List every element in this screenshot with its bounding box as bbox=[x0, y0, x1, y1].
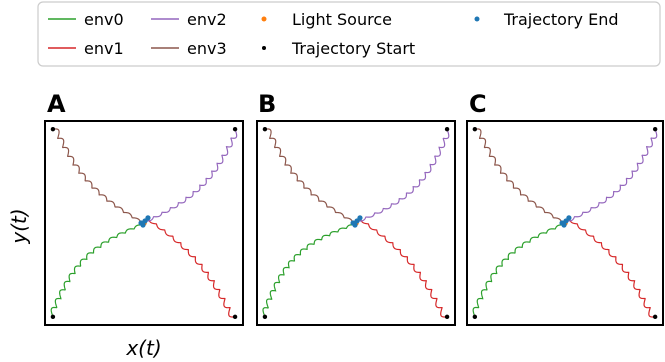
trajectory-env0-panel-b bbox=[262, 224, 356, 318]
legend-box bbox=[37, 1, 661, 67]
trajectory-env2-panel-b bbox=[356, 128, 450, 222]
legend-label-env3: env3 bbox=[187, 39, 227, 58]
panel-b-frame bbox=[256, 120, 456, 326]
trajectory-env2-panel-a bbox=[144, 128, 238, 222]
trajectory-env1-panel-c bbox=[568, 217, 656, 318]
trajectory-start-env0-panel-c bbox=[472, 314, 478, 320]
legend-swatch-light-source bbox=[261, 16, 267, 22]
trajectory-env1-panel-a bbox=[147, 217, 236, 318]
trajectory-env3-panel-c bbox=[474, 128, 563, 224]
legend: env0 env1 env2 env3 Light Source Traject… bbox=[37, 1, 661, 67]
legend-swatch-trajectory-start bbox=[262, 46, 266, 50]
panel-a-frame bbox=[44, 120, 244, 326]
trajectory-end-env3-panel-b bbox=[350, 220, 356, 226]
trajectory-start-env1-panel-b bbox=[444, 314, 450, 320]
legend-label-trajectory-end: Trajectory End bbox=[503, 10, 619, 29]
panel-a-trajectories bbox=[50, 126, 238, 320]
trajectory-start-env2-panel-c bbox=[652, 126, 658, 132]
legend-label-env2: env2 bbox=[187, 10, 227, 29]
trajectory-start-env2-panel-a bbox=[232, 126, 238, 132]
legend-label-env0: env0 bbox=[84, 10, 124, 29]
trajectory-end-env2-panel-c bbox=[563, 218, 569, 224]
trajectory-start-env2-panel-b bbox=[444, 126, 450, 132]
trajectory-start-env3-panel-c bbox=[472, 126, 478, 132]
legend-label-light-source: Light Source bbox=[292, 10, 392, 29]
panel-a: A bbox=[44, 90, 244, 326]
trajectory-env3-panel-a bbox=[52, 128, 142, 224]
panel-label-c: C bbox=[469, 90, 487, 118]
trajectory-start-env3-panel-a bbox=[50, 126, 56, 132]
panel-b: B bbox=[256, 90, 456, 326]
trajectory-end-env3-panel-a bbox=[138, 220, 144, 226]
legend-label-env1: env1 bbox=[84, 39, 124, 58]
trajectory-env0-panel-a bbox=[50, 224, 144, 318]
legend-swatch-trajectory-end bbox=[474, 16, 480, 22]
trajectory-end-env2-panel-a bbox=[142, 218, 148, 224]
panel-label-a: A bbox=[47, 90, 66, 118]
trajectory-env2-panel-c bbox=[565, 128, 658, 222]
y-axis-label: y(t) bbox=[7, 208, 31, 244]
x-axis-label: x(t) bbox=[125, 336, 161, 360]
trajectory-start-env1-panel-a bbox=[232, 314, 238, 320]
trajectory-end-env2-panel-b bbox=[354, 218, 360, 224]
trajectory-start-env1-panel-c bbox=[652, 314, 658, 320]
legend-label-trajectory-start: Trajectory Start bbox=[291, 39, 415, 58]
panel-c-frame bbox=[466, 120, 664, 326]
trajectory-env3-panel-b bbox=[264, 128, 354, 224]
panel-c: C bbox=[466, 90, 664, 326]
panel-c-trajectories bbox=[472, 126, 658, 320]
trajectory-env0-panel-c bbox=[472, 224, 565, 318]
trajectory-env1-panel-b bbox=[359, 217, 448, 318]
trajectory-start-env0-panel-b bbox=[262, 314, 268, 320]
trajectory-start-env3-panel-b bbox=[262, 126, 268, 132]
panel-label-b: B bbox=[258, 90, 276, 118]
trajectory-end-env3-panel-c bbox=[559, 220, 565, 226]
trajectory-start-env0-panel-a bbox=[50, 314, 56, 320]
panel-b-trajectories bbox=[262, 126, 450, 320]
